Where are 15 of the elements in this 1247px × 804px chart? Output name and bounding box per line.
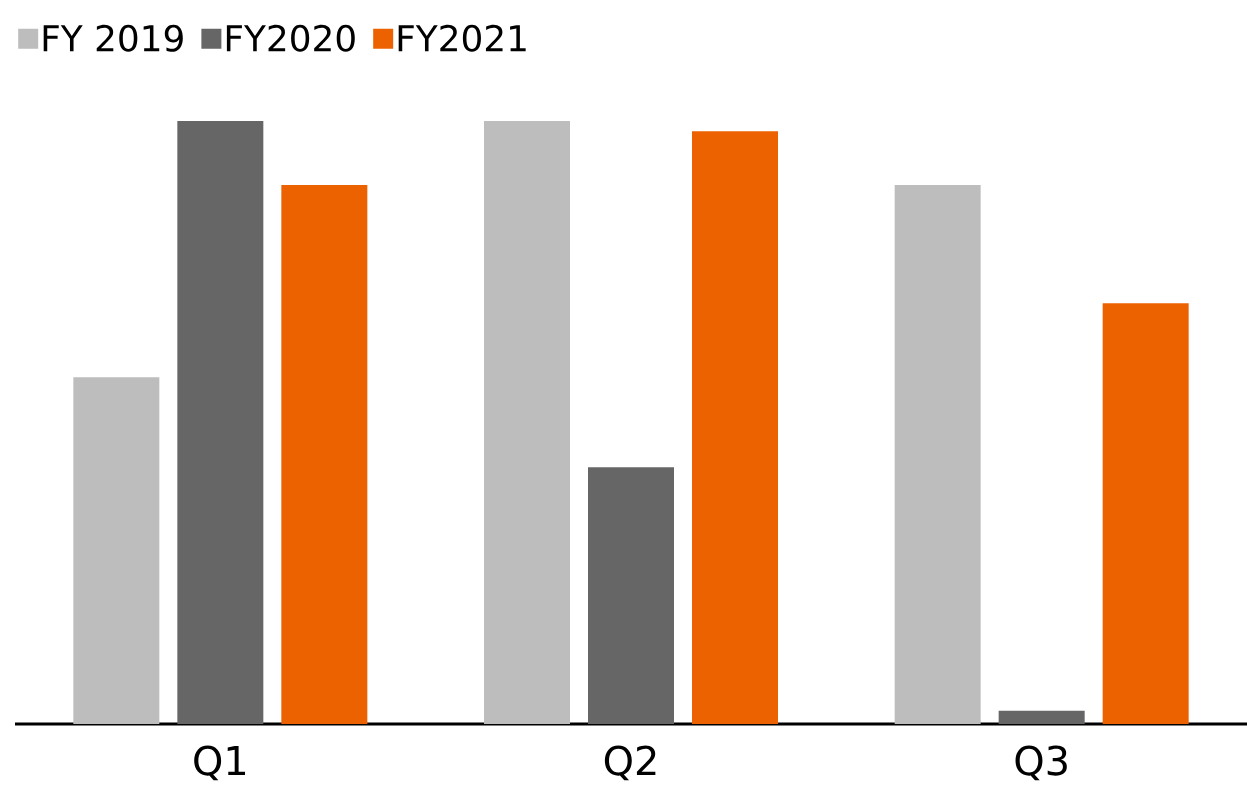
legend-label: FY2021 xyxy=(398,24,526,52)
bar xyxy=(281,185,368,724)
x-tick-label: Q3 xyxy=(1015,745,1067,781)
x-tick-label: Q1 xyxy=(194,745,246,781)
bar xyxy=(692,131,778,724)
bar xyxy=(588,467,674,724)
legend-label: FY2020 xyxy=(226,24,355,52)
bar xyxy=(894,185,981,724)
bar xyxy=(73,377,160,724)
bar xyxy=(177,121,264,724)
x-tick-label: Q2 xyxy=(604,745,656,781)
bar xyxy=(484,121,570,724)
bar xyxy=(1102,303,1189,724)
legend-label: FY 2019 xyxy=(43,24,183,52)
bar xyxy=(998,710,1085,724)
